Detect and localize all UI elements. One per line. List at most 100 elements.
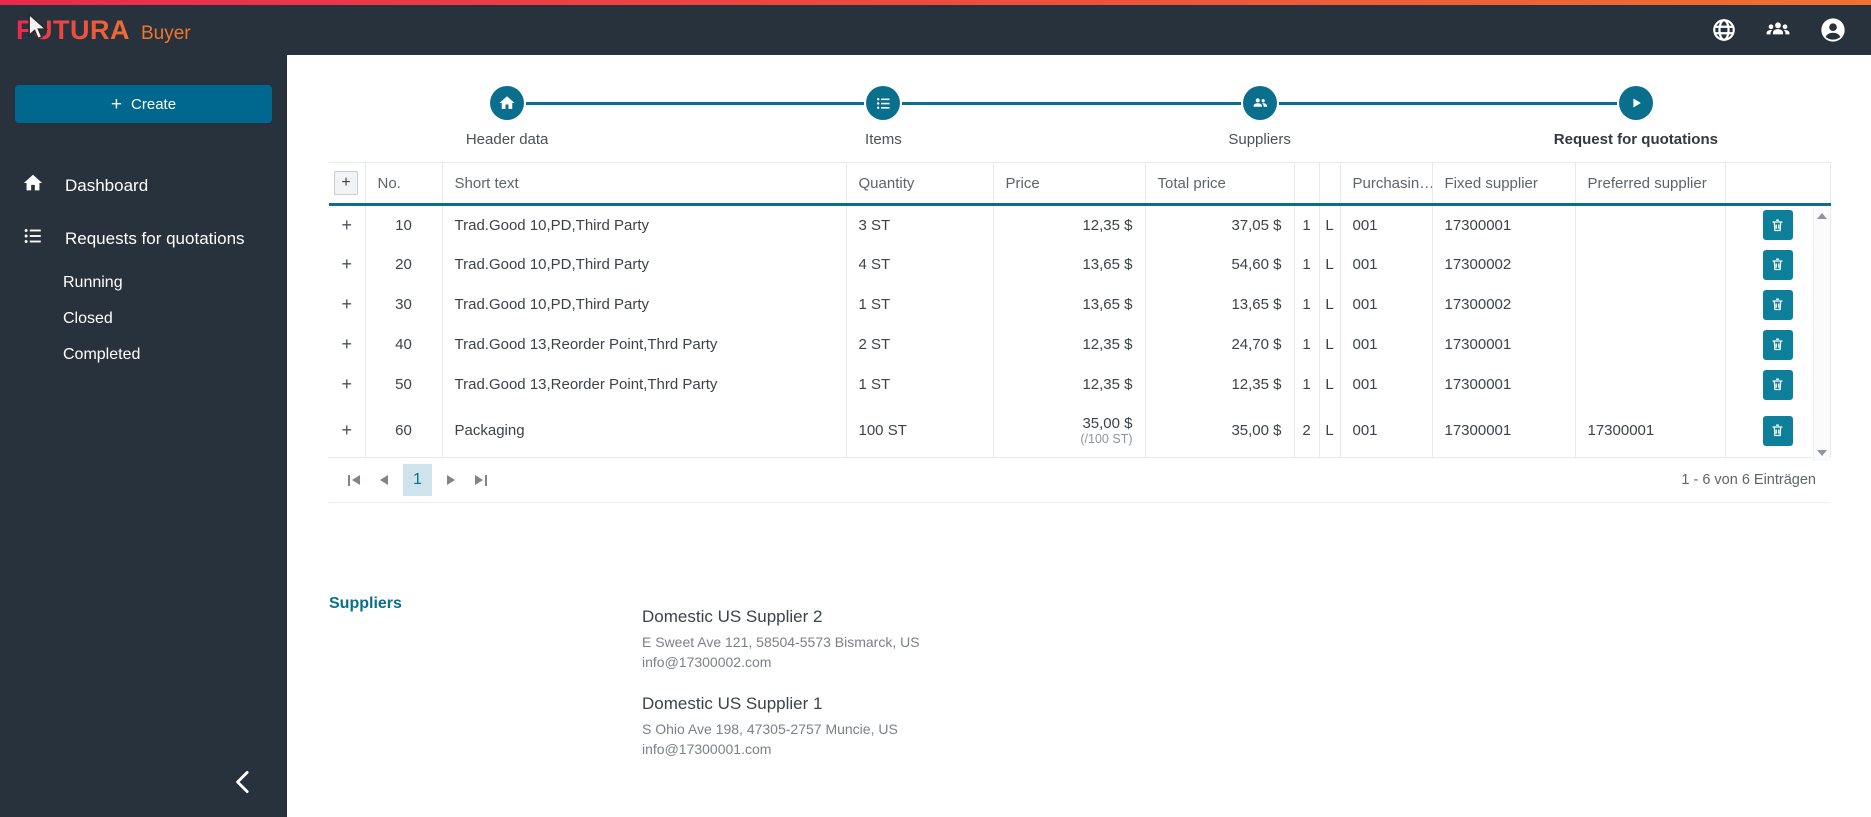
step-suppliers-button[interactable] — [1242, 86, 1277, 120]
wizard-stepper: Header data Items Suppliers Request for … — [319, 86, 1824, 148]
cell-quantity: 1 ST — [846, 284, 994, 325]
create-button[interactable]: + Create — [15, 85, 272, 123]
col-header-no: No. — [365, 162, 443, 206]
table-scrollbar[interactable] — [1813, 208, 1830, 461]
col-header-purchasing: Purchasin… — [1340, 162, 1433, 206]
last-page-icon — [475, 475, 483, 485]
sidebar-item-closed[interactable]: Closed — [63, 310, 113, 327]
cell-total-price: 37,05 $ — [1145, 204, 1295, 245]
pager-prev-button[interactable] — [369, 465, 399, 495]
col-header-total-price: Total price — [1145, 162, 1295, 206]
cell-c1: 1 — [1294, 284, 1320, 325]
step-header-data-button[interactable] — [490, 86, 525, 120]
scroll-down-icon[interactable] — [1817, 450, 1827, 456]
cell-c1: 1 — [1294, 364, 1320, 405]
table-header-row: + No. Short text Quantity Price Total pr… — [329, 162, 1831, 206]
cell-preferred-supplier — [1575, 244, 1726, 285]
cell-no: 40 — [365, 324, 443, 365]
table-row: + 60 Packaging 100 ST 35,00 $ (/100 ST) 3… — [329, 404, 1831, 458]
pager-first-button[interactable] — [339, 465, 369, 495]
delete-row-button[interactable] — [1762, 289, 1793, 320]
pager-last-button[interactable] — [466, 465, 496, 495]
cell-fixed-supplier: 17300001 — [1432, 324, 1576, 365]
bulleted-list-icon — [22, 225, 44, 252]
expand-row-button[interactable]: + — [341, 420, 352, 441]
col-header-empty — [1319, 162, 1341, 206]
cell-preferred-supplier — [1575, 324, 1726, 365]
table-row: + 20 Trad.Good 10,PD,Third Party 4 ST 13… — [329, 244, 1831, 285]
supplier-item: Domestic US Supplier 1 S Ohio Ave 198, 4… — [642, 694, 920, 760]
expand-row-button[interactable]: + — [341, 214, 352, 235]
plus-icon: + — [110, 93, 123, 115]
expand-all-button[interactable]: + — [334, 171, 358, 195]
pager-page-1[interactable]: 1 — [403, 464, 432, 496]
col-header-price: Price — [993, 162, 1146, 206]
cell-total-price: 24,70 $ — [1145, 324, 1295, 365]
cell-no: 10 — [365, 204, 443, 245]
create-button-label: Create — [131, 95, 177, 113]
cell-purchasing: 001 — [1340, 204, 1433, 245]
trash-icon — [1772, 378, 1783, 391]
suppliers-section: Suppliers Domestic US Supplier 2 E Sweet… — [329, 595, 1871, 780]
sidebar-item-dashboard[interactable]: Dashboard — [0, 159, 287, 212]
globe-icon[interactable] — [1711, 17, 1737, 43]
cell-fixed-supplier: 17300001 — [1432, 204, 1576, 245]
cell-purchasing: 001 — [1340, 404, 1433, 458]
expand-row-button[interactable]: + — [341, 374, 352, 394]
items-table: + No. Short text Quantity Price Total pr… — [329, 162, 1831, 458]
sidebar-item-requests-for-quotations[interactable]: Requests for quotations — [0, 212, 287, 265]
delete-row-button[interactable] — [1762, 369, 1793, 400]
step-items-button[interactable] — [866, 86, 901, 120]
supplier-email: info@17300001.com — [642, 740, 772, 757]
cell-preferred-supplier — [1575, 284, 1726, 325]
step-label: Header data — [465, 131, 549, 148]
expand-row-button[interactable]: + — [341, 294, 352, 314]
delete-row-button[interactable] — [1762, 210, 1793, 241]
home-icon — [499, 96, 515, 109]
col-header-quantity: Quantity — [846, 162, 994, 206]
play-icon — [1633, 98, 1641, 108]
cell-c2: L — [1319, 284, 1341, 325]
scroll-up-icon[interactable] — [1817, 213, 1827, 219]
pagination-summary: 1 - 6 von 6 Einträgen — [1681, 472, 1816, 488]
step-request-for-quotations-button[interactable] — [1618, 86, 1653, 120]
delete-row-button[interactable] — [1762, 415, 1793, 446]
pager-next-button[interactable] — [436, 465, 466, 495]
cell-purchasing: 001 — [1340, 324, 1433, 365]
sidebar-collapse-button[interactable] — [222, 761, 266, 805]
brand-name: FUTURA — [16, 14, 130, 45]
step-items: Items — [695, 86, 1072, 148]
account-circle-icon[interactable] — [1819, 16, 1847, 44]
brand-logo: FUTURA Buyer — [16, 15, 191, 46]
cell-quantity: 100 ST — [846, 404, 994, 458]
col-header-preferred-supplier: Preferred supplier — [1575, 162, 1726, 206]
cell-price: 12,35 $ — [993, 204, 1146, 245]
cell-c2: L — [1319, 204, 1341, 245]
col-header-actions — [1725, 162, 1831, 206]
cell-c2: L — [1319, 324, 1341, 365]
delete-row-button[interactable] — [1762, 249, 1793, 280]
step-request-for-quotations: Request for quotations — [1447, 86, 1824, 148]
items-table-card: + No. Short text Quantity Price Total pr… — [329, 162, 1831, 503]
people-group-icon[interactable] — [1764, 16, 1792, 44]
cell-fixed-supplier: 17300002 — [1432, 284, 1576, 325]
cell-c2: L — [1319, 404, 1341, 458]
table-row: + 10 Trad.Good 10,PD,Third Party 3 ST 12… — [329, 204, 1831, 245]
step-label: Items — [865, 131, 902, 148]
expand-row-button[interactable]: + — [341, 254, 352, 274]
delete-row-button[interactable] — [1762, 329, 1793, 360]
cell-no: 30 — [365, 284, 443, 325]
cell-no: 20 — [365, 244, 443, 285]
supplier-name: Domestic US Supplier 1 — [642, 693, 823, 713]
expand-row-button[interactable]: + — [341, 334, 352, 354]
brand-suffix: Buyer — [140, 22, 191, 44]
cell-short-text: Trad.Good 13,Reorder Point,Thrd Party — [442, 324, 847, 365]
sidebar-item-completed[interactable]: Completed — [63, 346, 141, 363]
cell-preferred-supplier — [1575, 204, 1726, 245]
cell-c1: 1 — [1294, 204, 1320, 245]
cell-no: 50 — [365, 364, 443, 405]
trash-icon — [1772, 338, 1783, 351]
cell-price: 13,65 $ — [993, 284, 1146, 325]
sidebar-item-running[interactable]: Running — [63, 274, 123, 291]
app-header: FUTURA Buyer — [0, 5, 1871, 55]
